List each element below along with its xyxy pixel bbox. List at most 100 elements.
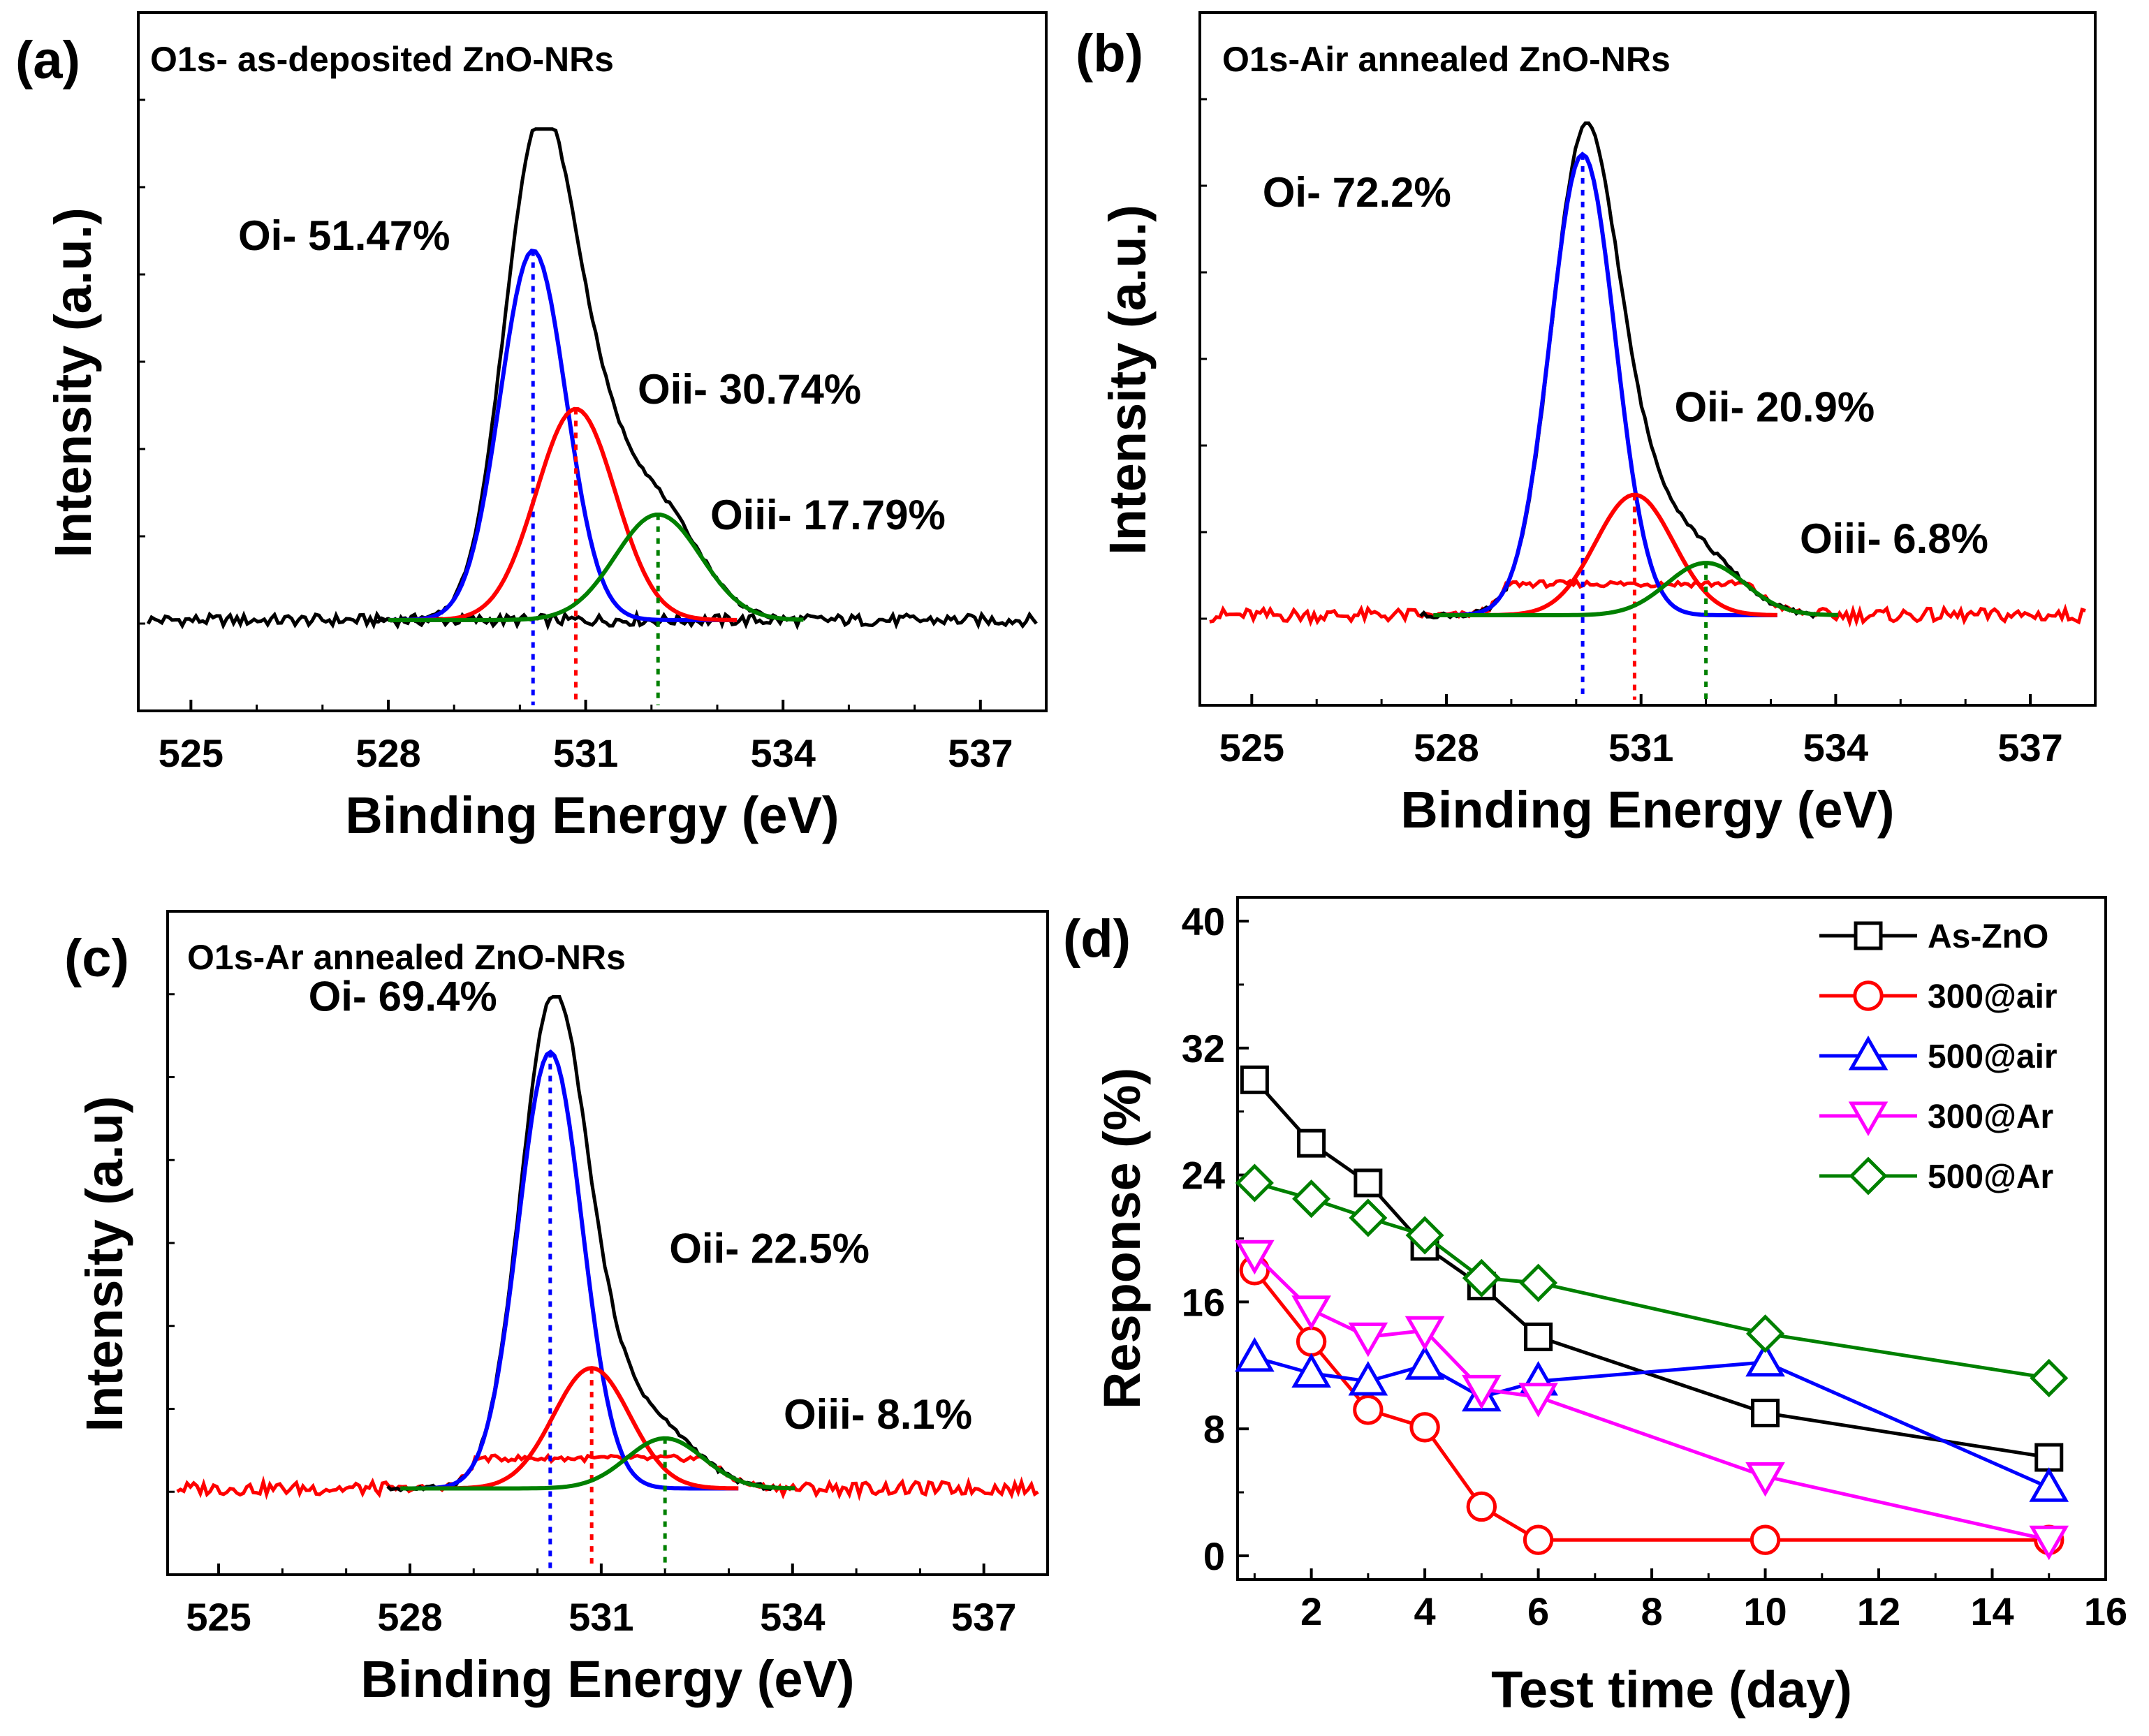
- panel-title: O1s-Ar annealed ZnO-NRs: [187, 938, 626, 977]
- background-line: [146, 609, 1038, 631]
- data-point-500-ar: [1349, 1198, 1388, 1237]
- data-point-300-ar: [1518, 1383, 1558, 1418]
- series-line-300-ar: [1253, 1253, 2050, 1542]
- peak-annotation-oiii: Oiii- 8.1%: [784, 1391, 972, 1438]
- panel-letter: (b): [1076, 24, 1143, 83]
- component-line-oiii: [388, 513, 804, 622]
- x-tick-label: 528: [377, 1595, 442, 1639]
- data-point-as-zno: [1354, 1168, 1383, 1198]
- x-tick-label: 534: [1803, 726, 1868, 770]
- data-point-500-air: [1404, 1345, 1445, 1380]
- component-line-oii: [400, 1366, 739, 1491]
- component-line-oiii: [400, 1436, 795, 1491]
- data-point-300-ar: [1348, 1322, 1388, 1358]
- panel-title: O1s-Air annealed ZnO-NRs: [1222, 40, 1671, 79]
- legend-label-300-air: 300@air: [1928, 978, 2058, 1015]
- y-axis-label: Intensity (a.u.): [44, 207, 102, 558]
- component-line-oii: [388, 406, 738, 622]
- data-point-500-air: [1745, 1341, 1785, 1377]
- x-tick-label: 531: [553, 731, 618, 775]
- data-point-500-ar: [1746, 1314, 1785, 1353]
- data-point-as-zno: [1297, 1128, 1326, 1158]
- component-line-oi: [1433, 152, 1777, 617]
- data-point-500-air: [1348, 1360, 1388, 1396]
- panel-letter: (c): [64, 929, 129, 988]
- data-point-as-zno: [1524, 1322, 1553, 1351]
- legend-label-as-zno: As-ZnO: [1928, 918, 2048, 955]
- panel-c: 525 528 531 534 537 Binding Energy (eV) Intens…: [64, 910, 1049, 1708]
- x-tick-label: 2: [1300, 1589, 1322, 1633]
- data-point-300-air: [1523, 1524, 1554, 1555]
- x-tick-label: 525: [1219, 726, 1284, 770]
- panel-letter: (d): [1063, 909, 1131, 969]
- peak-annotation-oii: Oii- 20.9%: [1674, 383, 1875, 430]
- x-tick-label: 531: [1608, 726, 1673, 770]
- x-axis-label: Binding Energy (eV): [345, 786, 839, 844]
- plot-frame: [137, 11, 1048, 712]
- y-tick-label: 16: [1182, 1280, 1225, 1324]
- x-axis-label: Test time (day): [1491, 1661, 1852, 1719]
- component-line-oi: [400, 1049, 739, 1491]
- background-line: [176, 1452, 1039, 1501]
- y-axis-label: Response (%): [1093, 1068, 1151, 1409]
- data-point-as-zno: [1751, 1398, 1780, 1427]
- legend-marker-500-ar: [1849, 1156, 1888, 1196]
- peak-annotation-oiii: Oiii- 17.79%: [710, 492, 946, 538]
- panel-a: 525 528 531 534 537 Binding Energy (eV) Intens…: [15, 11, 1048, 844]
- panel-letter: (a): [15, 31, 80, 90]
- data-point-as-zno: [1240, 1065, 1269, 1094]
- data-point-300-ar: [1404, 1316, 1445, 1351]
- legend-label-500-air: 500@air: [1928, 1038, 2058, 1075]
- data-point-500-ar: [1405, 1216, 1444, 1255]
- peak-annotation-oi: Oi- 69.4%: [309, 973, 497, 1020]
- peak-annotation-oi: Oi- 51.47%: [238, 212, 450, 259]
- x-tick-label: 14: [1970, 1589, 2014, 1633]
- y-axis-label: Intensity (a.u): [75, 1096, 133, 1432]
- x-tick-label: 537: [951, 1595, 1016, 1639]
- data-point-300-air: [1353, 1395, 1384, 1425]
- data-point-as-zno: [2034, 1443, 2064, 1472]
- data-point-500-ar: [2030, 1358, 2069, 1397]
- legend: As-ZnO 300@air 500@air 300@Ar 500@Ar: [1819, 918, 2058, 1196]
- x-tick-label: 528: [355, 731, 420, 775]
- data-point-500-ar: [1292, 1179, 1331, 1219]
- legend-marker-as-zno: [1854, 921, 1883, 950]
- component-line-oii: [1433, 492, 1777, 617]
- component-line-oi: [388, 248, 738, 622]
- data-point-300-air: [1296, 1326, 1327, 1357]
- x-tick-label: 6: [1527, 1589, 1549, 1633]
- legend-marker-500-air: [1848, 1035, 1888, 1071]
- x-tick-label: 534: [750, 731, 815, 775]
- x-tick-label: 528: [1414, 726, 1479, 770]
- x-tick-label: 525: [186, 1595, 251, 1639]
- data-point-300-air: [1750, 1524, 1781, 1555]
- data-point-300-ar: [1235, 1240, 1275, 1275]
- plot-frame: [1198, 11, 2097, 707]
- legend-marker-300-air: [1853, 980, 1884, 1011]
- y-axis-label: Intensity (a.u.): [1099, 205, 1157, 555]
- data-point-500-ar: [1519, 1263, 1558, 1302]
- background-line: [1209, 578, 2086, 628]
- x-tick-label: 8: [1641, 1589, 1662, 1633]
- legend-marker-300-ar: [1848, 1101, 1888, 1137]
- x-axis-label: Binding Energy (eV): [1400, 781, 1894, 839]
- x-tick-label: 16: [2084, 1589, 2127, 1633]
- y-tick-label: 8: [1203, 1407, 1225, 1451]
- x-tick-label: 4: [1414, 1589, 1436, 1633]
- data-point-500-air: [2029, 1467, 2069, 1502]
- peak-annotation-oiii: Oiii- 6.8%: [1800, 515, 1988, 562]
- data-point-500-air: [1235, 1337, 1275, 1372]
- peak-annotation-oii: Oii- 30.74%: [638, 366, 861, 413]
- plot-frame: [166, 910, 1049, 1576]
- x-tick-label: 537: [948, 731, 1013, 775]
- data-point-300-ar: [1291, 1295, 1331, 1330]
- y-tick-label: 40: [1182, 899, 1225, 943]
- y-tick-label: 32: [1182, 1027, 1225, 1071]
- component-line-oiii: [1433, 561, 1839, 617]
- data-point-300-air: [1466, 1491, 1497, 1522]
- x-tick-label: 534: [760, 1595, 825, 1639]
- peak-annotation-oi: Oi- 72.2%: [1263, 169, 1451, 216]
- data-point-300-ar: [2029, 1525, 2069, 1561]
- panel-title: O1s- as-deposited ZnO-NRs: [150, 40, 614, 79]
- y-tick-label: 0: [1203, 1534, 1225, 1578]
